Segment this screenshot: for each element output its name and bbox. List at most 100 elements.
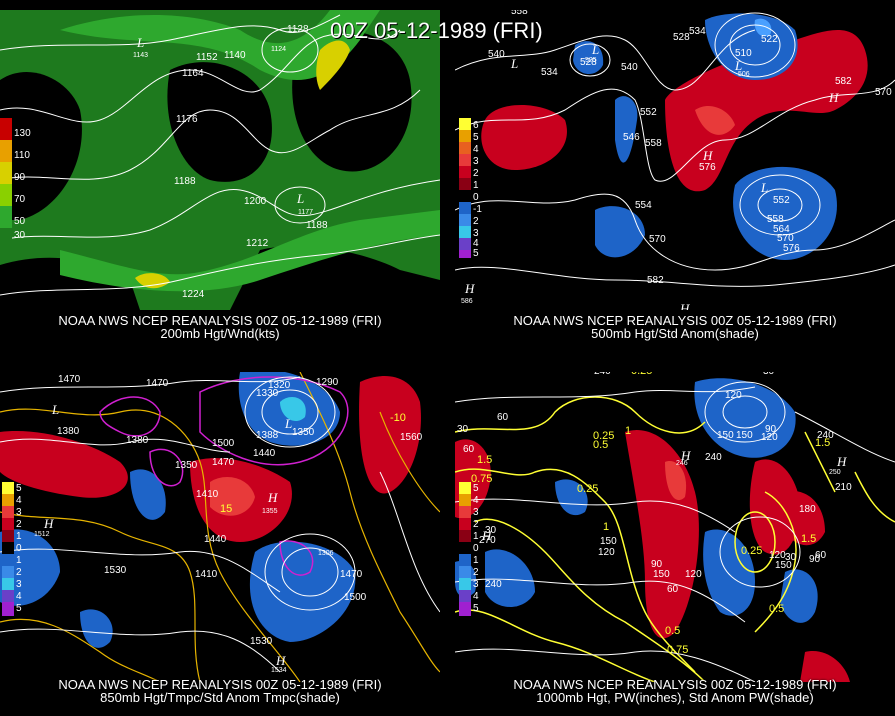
svg-text:150: 150 (653, 569, 670, 580)
svg-text:1140: 1140 (224, 50, 246, 61)
svg-text:1380: 1380 (126, 435, 149, 446)
svg-text:150: 150 (600, 536, 617, 547)
svg-text:1512: 1512 (34, 531, 50, 538)
caption-850mb-line1: NOAA NWS NCEP REANALYSIS 00Z 05-12-1989 … (58, 677, 382, 692)
caption-1000mb-line1: NOAA NWS NCEP REANALYSIS 00Z 05-12-1989 … (513, 677, 837, 692)
svg-text:250: 250 (829, 469, 841, 476)
svg-text:90: 90 (765, 424, 777, 435)
svg-text:534: 534 (689, 26, 706, 37)
svg-text:558: 558 (511, 10, 528, 17)
svg-text:1.5: 1.5 (477, 454, 492, 466)
svg-text:1164: 1164 (182, 68, 204, 79)
legend-1000mb-label: 0 (473, 543, 479, 554)
svg-text:150: 150 (717, 430, 734, 441)
legend-850mb-label: 2 (16, 519, 22, 530)
svg-text:240: 240 (817, 430, 834, 441)
svg-text:90: 90 (809, 554, 821, 565)
legend-200mb-label: 50 (14, 216, 26, 227)
svg-text:576: 576 (699, 162, 716, 173)
svg-text:0.5: 0.5 (665, 625, 680, 637)
legend-1000mb-label: 3 (473, 507, 479, 518)
svg-text:H: H (267, 490, 278, 505)
svg-text:246: 246 (676, 460, 688, 467)
legend-850mb-label: 5 (16, 483, 22, 494)
svg-text:120: 120 (769, 550, 786, 561)
legend-200mb-label: 90 (14, 172, 26, 183)
legend-1000mb-label: 2 (473, 519, 479, 530)
svg-text:1224: 1224 (182, 289, 205, 300)
svg-text:552: 552 (640, 107, 657, 118)
svg-text:1350: 1350 (292, 427, 315, 438)
svg-text:582: 582 (835, 76, 852, 87)
caption-200mb-line2: 200mb Hgt/Wnd(kts) (160, 326, 280, 341)
svg-text:H: H (702, 148, 713, 163)
svg-text:540: 540 (621, 62, 638, 73)
svg-text:H: H (828, 90, 839, 105)
legend-1000mb-anom: 5 4 3 2 1 0 1 2 3 4 5 (459, 482, 483, 618)
svg-text:30: 30 (485, 525, 497, 536)
svg-text:0.25: 0.25 (631, 372, 652, 377)
svg-text:1306: 1306 (318, 550, 334, 557)
svg-text:1388: 1388 (256, 430, 279, 441)
svg-text:1470: 1470 (340, 569, 363, 580)
svg-text:H: H (679, 301, 690, 310)
map-500mb: 558 540 534 528 540 552 546 558 554 570 … (455, 10, 895, 310)
svg-text:0.75: 0.75 (471, 473, 492, 485)
svg-text:0.25: 0.25 (741, 545, 762, 557)
panel-850mb-map: 1470 1470 1380 1380 1350 1500 1470 1440 … (0, 372, 440, 682)
svg-text:H: H (275, 653, 286, 668)
legend-850mb-label: 4 (16, 591, 22, 602)
svg-text:1188: 1188 (306, 220, 328, 231)
svg-text:120: 120 (725, 390, 742, 401)
legend-1000mb-label: 1 (473, 555, 479, 566)
svg-text:534: 534 (541, 67, 558, 78)
legend-200mb-label: 70 (14, 194, 26, 205)
svg-text:1124: 1124 (271, 46, 286, 53)
svg-text:1470: 1470 (212, 457, 235, 468)
legend-1000mb-label: 5 (473, 483, 479, 494)
panel-200mb-map: 1128 1140 1152 1164 1176 1188 1200 1212 … (0, 10, 440, 310)
svg-text:L: L (136, 35, 144, 50)
legend-850mb-label: 5 (16, 603, 22, 614)
svg-text:1176: 1176 (176, 114, 198, 125)
svg-text:1: 1 (603, 521, 609, 533)
map-1000mb: 240 30 120 150 240 60 30 60 90 120 150 2… (455, 372, 895, 682)
legend-500mb-label: 6 (473, 120, 479, 131)
legend-500mb-label: 2 (473, 168, 479, 179)
svg-text:L: L (284, 416, 292, 431)
svg-text:H: H (836, 454, 847, 469)
svg-text:586: 586 (461, 298, 473, 305)
svg-text:1188: 1188 (174, 176, 196, 187)
svg-text:60: 60 (497, 412, 509, 423)
svg-text:0.5: 0.5 (593, 439, 608, 451)
legend-200mb-label: 110 (14, 150, 30, 161)
svg-text:1212: 1212 (246, 238, 269, 249)
svg-text:554: 554 (635, 200, 652, 211)
legend-500mb-label: 5 (473, 132, 479, 143)
svg-text:1470: 1470 (146, 378, 169, 389)
svg-text:540: 540 (488, 49, 505, 60)
legend-500mb-label: 5 (473, 248, 479, 259)
svg-text:1530: 1530 (104, 565, 127, 576)
legend-850mb-label: 1 (16, 555, 22, 566)
svg-text:1470: 1470 (58, 374, 81, 385)
svg-text:558: 558 (767, 214, 784, 225)
map-200mb: 1128 1140 1152 1164 1176 1188 1200 1212 … (0, 10, 440, 310)
legend-1000mb-label: 3 (473, 579, 479, 590)
svg-text:1330: 1330 (256, 388, 279, 399)
legend-1000mb-label: 4 (473, 495, 479, 506)
svg-text:528: 528 (673, 32, 690, 43)
svg-text:H: H (43, 516, 54, 531)
svg-text:-10: -10 (390, 412, 406, 424)
svg-text:1500: 1500 (344, 592, 367, 603)
legend-850mb-label: 2 (16, 567, 22, 578)
svg-text:150: 150 (736, 430, 753, 441)
map-850mb: 1470 1470 1380 1380 1350 1500 1470 1440 … (0, 372, 440, 682)
legend-850mb-anom: 5 4 3 2 1 0 1 2 3 4 5 (2, 482, 26, 618)
legend-200mb-label: 130 (14, 128, 31, 139)
svg-text:30: 30 (763, 372, 775, 377)
svg-text:L: L (51, 402, 59, 417)
svg-text:1440: 1440 (204, 534, 227, 545)
svg-text:582: 582 (647, 275, 664, 286)
svg-text:570: 570 (649, 234, 666, 245)
